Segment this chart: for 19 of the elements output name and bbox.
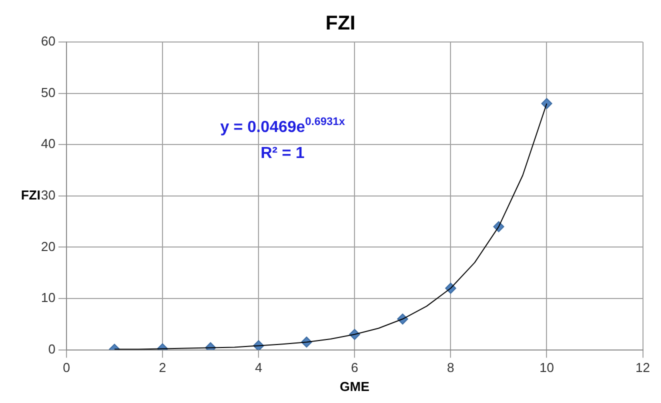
x-tick-label: 8 <box>447 360 454 376</box>
y-tick-label: 0 <box>48 341 56 356</box>
y-tick-label: 60 <box>40 34 56 49</box>
x-tick-label: 6 <box>351 360 358 376</box>
chart-title: FZI <box>326 12 356 35</box>
annotation: R² = 1 <box>260 145 305 162</box>
x-tick-label: 2 <box>158 360 166 376</box>
y-tick-label: 10 <box>40 290 56 306</box>
x-tick-label: 4 <box>254 360 262 376</box>
x-tick-label: 12 <box>636 360 650 376</box>
y-tick-label: 40 <box>40 136 56 152</box>
x-axis-title: GME <box>340 378 370 394</box>
y-tick-label: 50 <box>40 84 56 100</box>
y-tick-label: 20 <box>40 238 56 254</box>
x-tick-label: 10 <box>539 360 554 376</box>
y-tick-label: 30 <box>40 187 56 202</box>
x-tick-label: 0 <box>62 360 70 376</box>
y-axis-title: FZI <box>20 187 40 202</box>
point <box>541 98 552 110</box>
